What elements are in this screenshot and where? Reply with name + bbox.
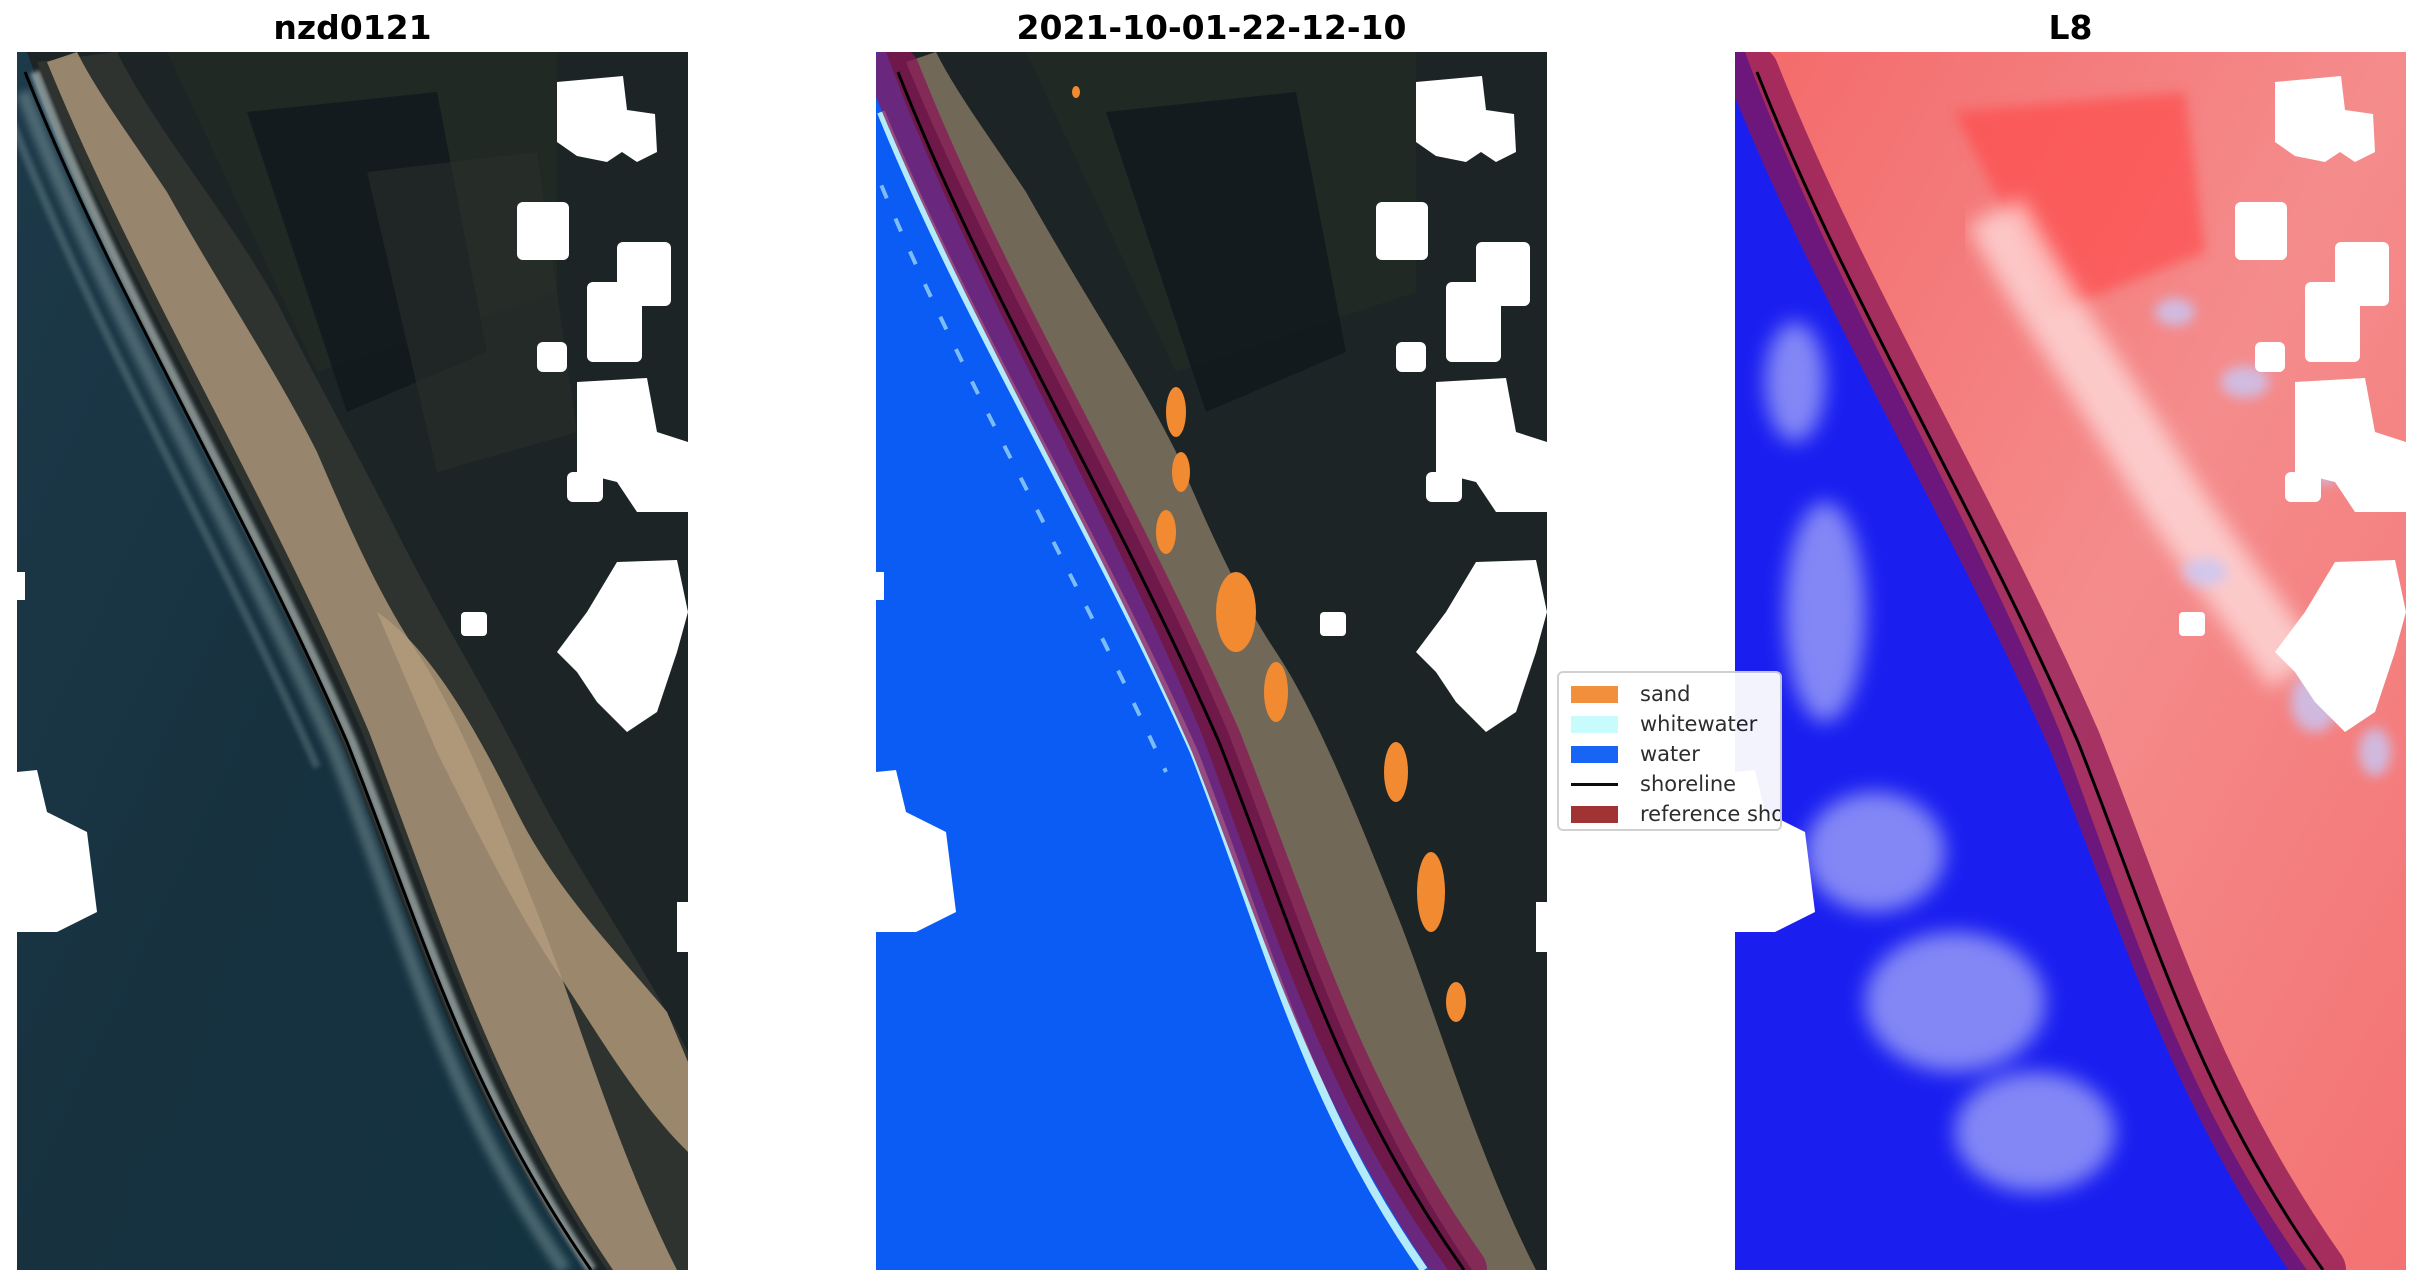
legend-swatch-reference-shoreline	[1571, 805, 1618, 823]
legend-label-reference-shoreline: reference shoreline	[1640, 802, 1780, 826]
legend-item-shoreline: shoreline	[1571, 769, 1780, 799]
legend-swatch-water	[1571, 745, 1618, 763]
panel-title-classified: 2021-10-01-22-12-10	[1016, 8, 1407, 47]
rgb-satellite-image	[17, 52, 688, 1270]
legend-item-water: water	[1571, 739, 1780, 769]
legend: sand whitewater water shoreline referenc…	[1557, 671, 1782, 831]
classified-image	[876, 52, 1547, 1270]
panel-title-rgb: nzd0121	[273, 8, 432, 47]
legend-label-shoreline: shoreline	[1640, 772, 1737, 796]
legend-label-whitewater: whitewater	[1640, 712, 1758, 736]
legend-swatch-sand	[1571, 685, 1618, 703]
legend-swatch-whitewater	[1571, 715, 1618, 733]
index-image	[1735, 52, 2406, 1270]
legend-swatch-shoreline	[1571, 782, 1618, 786]
legend-item-whitewater: whitewater	[1571, 709, 1780, 739]
legend-label-water: water	[1640, 742, 1700, 766]
legend-item-reference-shoreline: reference shoreline	[1571, 799, 1780, 829]
legend-item-sand: sand	[1571, 679, 1780, 709]
panel-title-index: L8	[2048, 8, 2093, 47]
legend-label-sand: sand	[1640, 682, 1691, 706]
